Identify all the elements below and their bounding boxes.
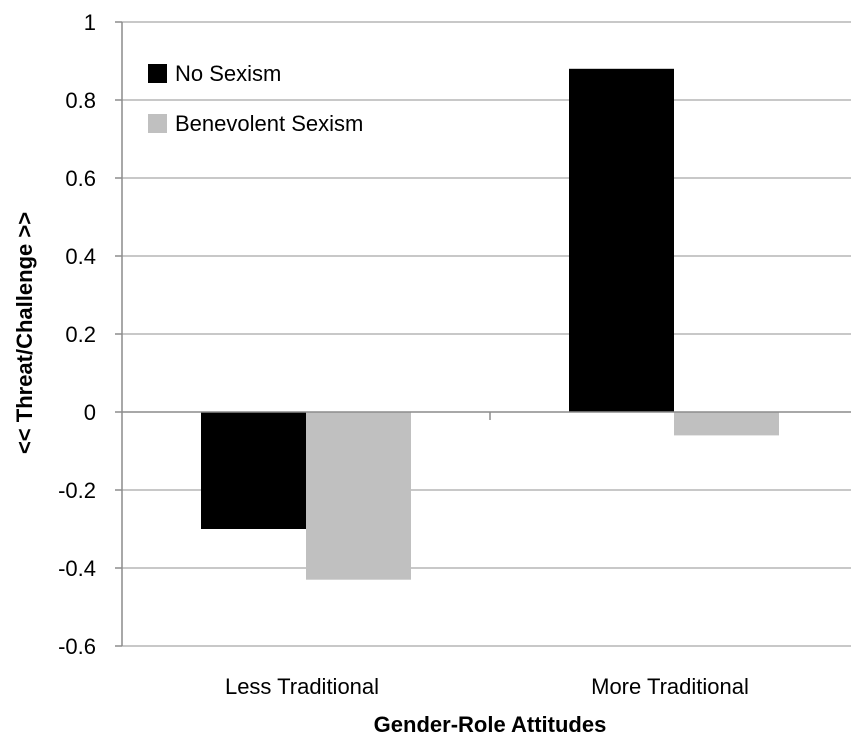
x-category-label: More Traditional xyxy=(591,674,749,699)
x-category-labels: Less Traditional More Traditional xyxy=(225,674,749,699)
y-tick-label: 1 xyxy=(84,10,96,35)
legend-label: Benevolent Sexism xyxy=(175,111,363,136)
y-tick-label: -0.4 xyxy=(58,556,96,581)
legend-swatch xyxy=(148,64,167,83)
y-tick-label: 0 xyxy=(84,400,96,425)
bar-no-sexism-less-traditional xyxy=(201,412,306,529)
y-tick-label: 0.6 xyxy=(65,166,96,191)
bars xyxy=(201,68,779,580)
y-tick-labels: 1 0.8 0.6 0.4 0.2 0 -0.2 -0.4 -0.6 xyxy=(58,10,96,659)
axes xyxy=(115,21,851,647)
legend-label: No Sexism xyxy=(175,61,281,86)
x-axis-title: Gender-Role Attitudes xyxy=(374,712,607,737)
bar-benevolent-sexism-more-traditional xyxy=(674,412,779,436)
y-tick-label: -0.6 xyxy=(58,634,96,659)
bar-benevolent-sexism-less-traditional xyxy=(306,412,411,580)
y-tick-label: 0.2 xyxy=(65,322,96,347)
y-tick-label: -0.2 xyxy=(58,478,96,503)
legend-swatch xyxy=(148,114,167,133)
y-tick-label: 0.8 xyxy=(65,88,96,113)
x-category-label: Less Traditional xyxy=(225,674,379,699)
y-tick-label: 0.4 xyxy=(65,244,96,269)
bar-no-sexism-more-traditional xyxy=(569,68,674,413)
y-axis-title: << Threat/Challenge >> xyxy=(12,212,37,454)
legend: No Sexism Benevolent Sexism xyxy=(148,61,363,136)
